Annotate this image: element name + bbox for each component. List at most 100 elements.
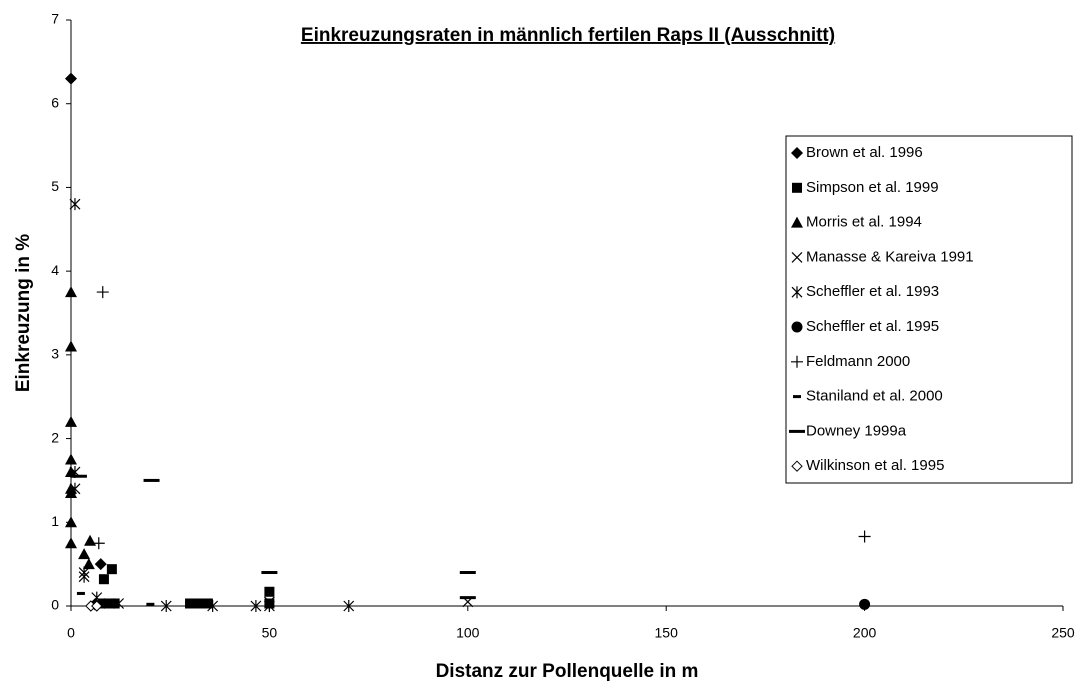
x-tick-label: 250 xyxy=(1051,625,1075,641)
marker xyxy=(459,571,476,575)
marker xyxy=(69,198,81,211)
y-tick-label: 6 xyxy=(51,94,59,110)
point xyxy=(65,286,77,298)
point xyxy=(69,482,81,495)
marker xyxy=(791,147,803,159)
point xyxy=(202,598,213,609)
marker xyxy=(76,591,85,595)
legend-label: Scheffler et al. 1993 xyxy=(806,283,939,300)
chart-title: Einkreuzungsraten in männlich fertilen R… xyxy=(301,25,835,46)
marker xyxy=(70,474,87,478)
x-tick-label: 50 xyxy=(262,625,278,641)
point xyxy=(65,516,77,528)
marker xyxy=(250,600,262,612)
legend-label: Staniland et al. 2000 xyxy=(806,388,943,405)
point xyxy=(94,558,107,571)
marker xyxy=(103,598,114,609)
y-tick-label: 3 xyxy=(51,346,59,362)
marker xyxy=(202,598,213,609)
point xyxy=(78,548,91,560)
legend-label: Manasse & Kareiva 1991 xyxy=(806,248,974,265)
point xyxy=(791,355,803,368)
marker xyxy=(343,600,355,612)
x-tick-label: 200 xyxy=(853,625,877,641)
marker xyxy=(106,564,117,575)
marker xyxy=(160,600,172,612)
marker xyxy=(143,478,160,482)
legend-label: Feldmann 2000 xyxy=(806,353,910,370)
point xyxy=(859,598,871,610)
point xyxy=(113,598,125,609)
marker xyxy=(261,571,278,575)
x-tick-label: 0 xyxy=(67,625,75,641)
point xyxy=(459,596,476,600)
x-tick-label: 100 xyxy=(456,625,480,641)
marker xyxy=(194,598,205,609)
marker xyxy=(65,537,77,549)
point xyxy=(106,564,117,575)
marker xyxy=(791,355,803,368)
y-axis-label: Einkreuzung in % xyxy=(13,234,34,392)
marker xyxy=(185,598,196,609)
marker xyxy=(78,570,90,583)
point xyxy=(65,72,77,85)
point xyxy=(185,598,196,609)
point xyxy=(858,530,871,543)
point xyxy=(82,558,95,570)
point xyxy=(91,600,103,612)
marker xyxy=(791,321,803,333)
marker xyxy=(65,340,77,352)
marker xyxy=(146,602,155,606)
point xyxy=(92,537,105,550)
point xyxy=(343,600,355,612)
marker xyxy=(789,429,805,433)
marker xyxy=(96,286,109,299)
marker xyxy=(65,453,77,465)
marker xyxy=(263,600,275,612)
marker xyxy=(65,415,77,427)
y-tick-label: 4 xyxy=(51,262,59,278)
point xyxy=(65,340,77,352)
marker xyxy=(113,598,125,609)
point xyxy=(76,591,85,595)
point xyxy=(65,415,77,427)
y-tick-label: 0 xyxy=(51,597,59,613)
point xyxy=(789,429,805,433)
point xyxy=(791,286,803,299)
point xyxy=(791,251,803,263)
x-tick-label: 150 xyxy=(655,625,679,641)
y-tick-label: 5 xyxy=(51,178,59,194)
legend-label: Brown et al. 1996 xyxy=(806,144,923,161)
marker xyxy=(65,516,77,528)
legend-label: Morris et al. 1994 xyxy=(806,214,922,231)
marker xyxy=(65,72,77,85)
point xyxy=(109,598,120,609)
point xyxy=(78,570,90,583)
point xyxy=(264,586,275,597)
marker xyxy=(78,548,91,560)
marker xyxy=(791,251,803,263)
point xyxy=(791,216,803,228)
point xyxy=(194,598,205,609)
marker xyxy=(859,598,871,610)
marker xyxy=(82,558,95,570)
marker xyxy=(65,286,77,298)
marker xyxy=(791,460,803,472)
marker xyxy=(207,600,219,612)
point xyxy=(263,600,275,612)
point xyxy=(103,598,114,609)
marker xyxy=(91,600,103,612)
point xyxy=(791,147,803,159)
point xyxy=(98,574,109,585)
point xyxy=(65,453,77,465)
marker xyxy=(459,596,476,600)
marker xyxy=(65,466,77,478)
point xyxy=(207,600,219,612)
marker xyxy=(94,558,107,571)
point xyxy=(65,466,77,478)
point xyxy=(160,600,172,612)
marker xyxy=(791,286,803,299)
marker xyxy=(793,395,801,399)
marker xyxy=(98,574,109,585)
point xyxy=(97,598,108,609)
